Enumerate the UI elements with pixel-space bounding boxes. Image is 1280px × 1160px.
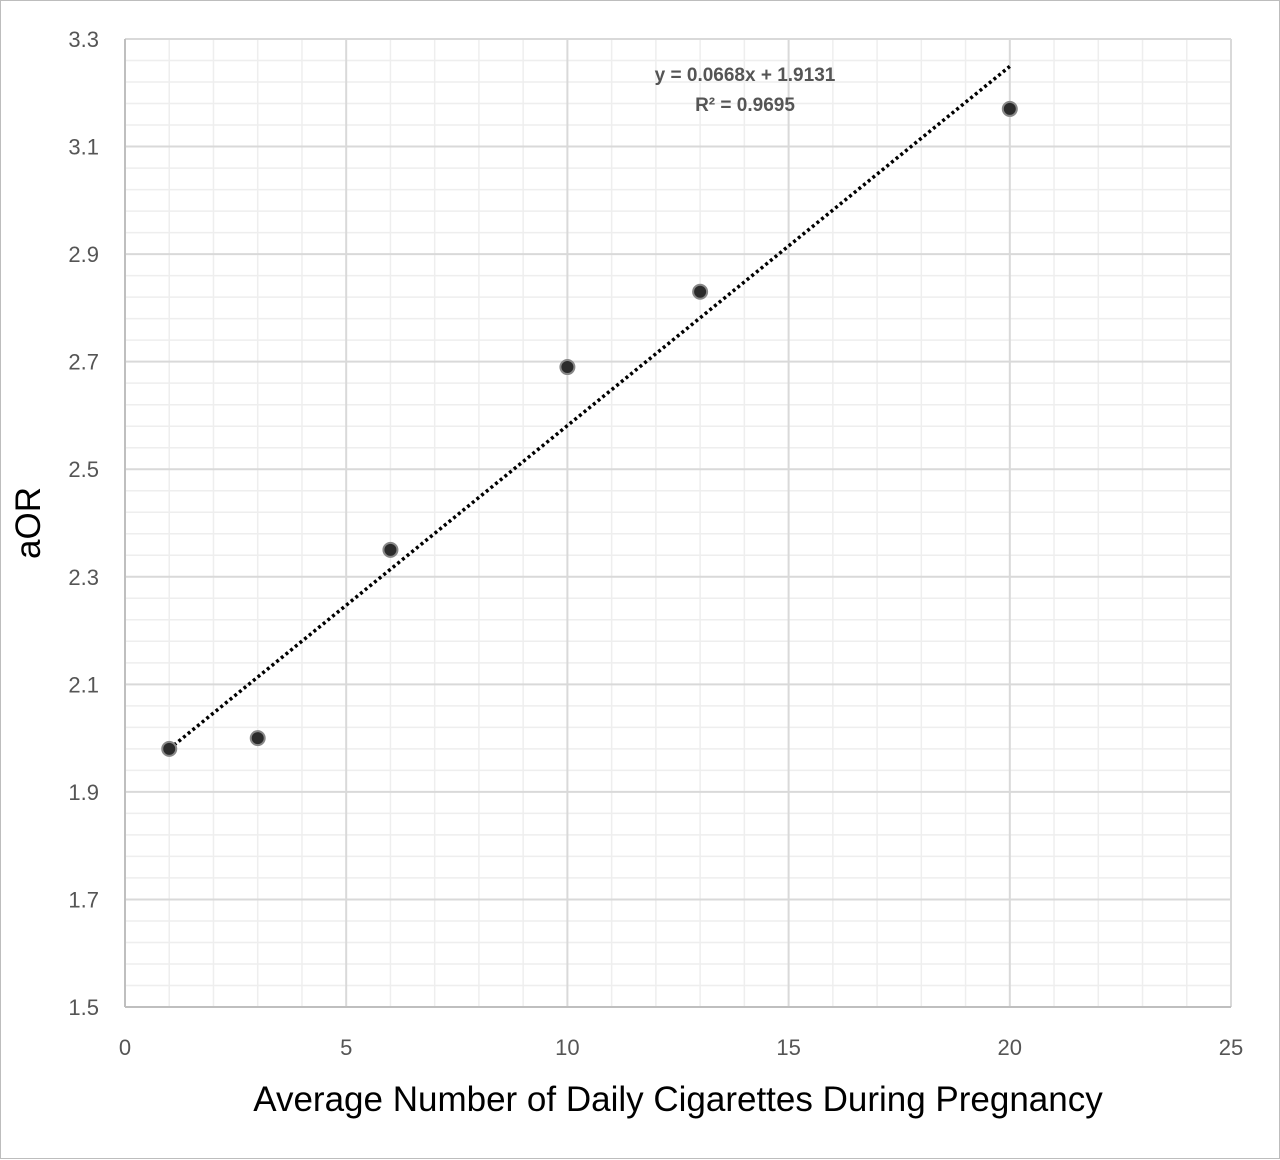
trendline bbox=[168, 65, 1011, 751]
trendline-equation: y = 0.0668x + 1.9131 bbox=[655, 65, 836, 86]
y-tick-label: 1.5 bbox=[68, 995, 99, 1020]
axes bbox=[124, 39, 1231, 1008]
x-tick-label: 25 bbox=[1219, 1035, 1243, 1060]
data-point bbox=[382, 541, 399, 558]
data-points bbox=[161, 100, 1018, 757]
data-point bbox=[692, 283, 709, 300]
y-axis-title: aOR bbox=[9, 487, 48, 559]
y-tick-label: 3.3 bbox=[68, 27, 99, 52]
x-tick-label: 15 bbox=[776, 1035, 800, 1060]
y-tick-label: 2.5 bbox=[68, 457, 99, 482]
data-point bbox=[249, 730, 266, 747]
x-tick-label: 0 bbox=[119, 1035, 131, 1060]
trendline-r-squared: R² = 0.9695 bbox=[695, 95, 795, 116]
y-tick-label: 2.1 bbox=[68, 672, 99, 697]
trendline-group bbox=[168, 65, 1011, 751]
y-tick-labels: 1.5 1.7 1.9 2.1 2.3 2.5 2.7 2.9 3.1 3.3 bbox=[68, 27, 99, 1020]
data-point bbox=[1001, 100, 1018, 117]
major-gridlines bbox=[124, 38, 1232, 1008]
x-tick-labels: 0 5 10 15 20 25 bbox=[119, 1035, 1243, 1060]
y-tick-label: 2.7 bbox=[68, 350, 99, 375]
y-tick-label: 3.1 bbox=[68, 135, 99, 160]
minor-gridlines bbox=[125, 39, 1231, 1007]
x-axis-title: Average Number of Daily Cigarettes Durin… bbox=[253, 1080, 1103, 1119]
x-tick-label: 5 bbox=[340, 1035, 352, 1060]
y-tick-label: 2.3 bbox=[68, 565, 99, 590]
y-tick-label: 1.9 bbox=[68, 780, 99, 805]
x-tick-label: 20 bbox=[998, 1035, 1022, 1060]
y-tick-label: 2.9 bbox=[68, 242, 99, 267]
y-tick-label: 1.7 bbox=[68, 887, 99, 912]
x-tick-label: 10 bbox=[555, 1035, 579, 1060]
data-point bbox=[161, 740, 178, 757]
data-point bbox=[559, 359, 576, 376]
